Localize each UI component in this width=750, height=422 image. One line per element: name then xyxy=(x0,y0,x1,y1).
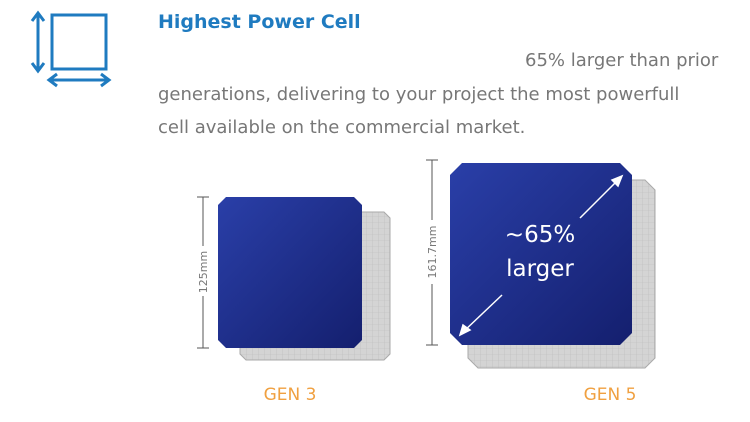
dimension-label: 125mm xyxy=(197,251,210,293)
body-line: cell available on the commercial market. xyxy=(158,117,525,138)
dimension-label: 161.7mm xyxy=(426,226,439,279)
gen3-cell: 125mm GEN 3 xyxy=(196,196,391,405)
gen-label: GEN 5 xyxy=(584,385,637,405)
callout-text: ~65% xyxy=(505,222,575,248)
title: Highest Power Cell xyxy=(158,11,361,33)
body-line: 65% larger than prior xyxy=(525,50,719,71)
diagonal-arrow xyxy=(458,174,624,337)
gen-label: GEN 3 xyxy=(264,385,317,405)
size-icon xyxy=(30,10,112,88)
body-line: generations, delivering to your project … xyxy=(158,84,679,105)
gen5-cell: 161.7mm ~65% larger GEN 5 xyxy=(425,159,656,405)
callout-text: larger xyxy=(506,256,574,282)
